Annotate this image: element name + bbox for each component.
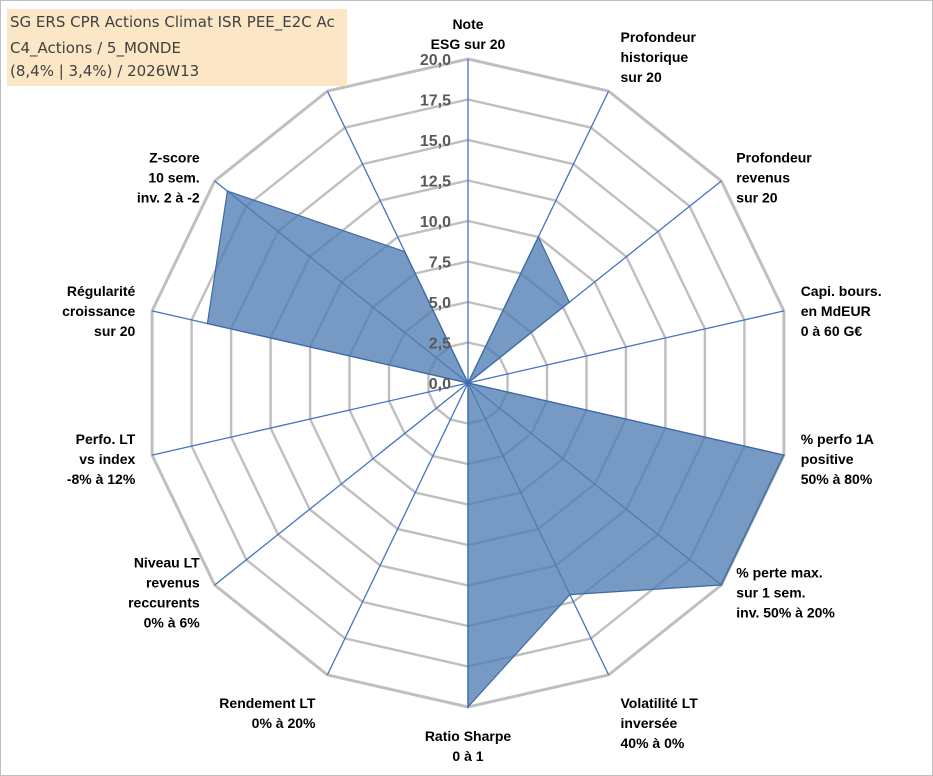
spoke-9 <box>214 382 469 586</box>
tick-label-4: 10,0 <box>420 214 451 231</box>
category-label-4: % perfo 1A positive 50% à 80% <box>801 431 874 487</box>
category-label-6: Volatilité LT inversée 40% à 0% <box>621 695 699 751</box>
category-label-3: Capi. bours. en MdEUR 0 à 60 G€ <box>801 283 882 339</box>
tick-label-1: 2,5 <box>429 336 451 353</box>
radar-category-labels: Note ESG sur 20 Profondeur historique sur 20… <box>62 16 881 764</box>
tick-label-0: 0,0 <box>429 376 451 393</box>
series-point-4 <box>783 454 785 456</box>
category-label-4-line-0: % perfo 1A <box>801 431 874 447</box>
category-label-11-line-0: Régularité <box>67 283 136 299</box>
category-label-8: Rendement LT 0% à 20% <box>219 695 316 731</box>
category-label-11-line-2: sur 20 <box>94 323 135 339</box>
category-label-6-line-0: Volatilité LT <box>621 695 699 711</box>
category-label-5-line-1: sur 1 sem. <box>736 585 805 601</box>
tick-label-2: 5,0 <box>429 295 451 312</box>
series-point-13 <box>403 250 406 253</box>
series-point-12 <box>226 190 229 192</box>
category-label-5-line-0: % perte max. <box>736 565 822 581</box>
category-label-12-line-2: inv. 2 à -2 <box>137 189 200 205</box>
category-label-3-line-0: Capi. bours. <box>801 283 882 299</box>
category-label-2: Profondeur revenus sur 20 <box>736 149 812 205</box>
category-label-10: Perfo. LT vs index -8% à 12% <box>67 431 136 487</box>
category-label-1-line-2: sur 20 <box>621 69 662 85</box>
category-label-9-line-2: reccurents <box>128 595 200 611</box>
category-label-9-line-3: 0% à 6% <box>144 615 201 631</box>
category-label-11-line-1: croissance <box>62 303 135 319</box>
category-label-1-line-1: historique <box>621 49 689 65</box>
category-label-1: Profondeur historique sur 20 <box>621 29 697 85</box>
category-label-12-line-1: 10 sem. <box>148 169 199 185</box>
category-label-4-line-2: 50% à 80% <box>801 471 873 487</box>
spoke-8 <box>326 382 469 676</box>
category-label-7: Ratio Sharpe 0 à 1 <box>425 728 512 764</box>
category-label-5: % perte max. sur 1 sem. inv. 50% à 20% <box>736 565 835 621</box>
chart-title-box: SG ERS CPR Actions Climat ISR PEE_E2C Ac… <box>7 9 347 86</box>
chart-title-line-3: (8,4% | 3,4%) / 2026W13 <box>10 62 200 80</box>
tick-label-5: 12,5 <box>420 174 451 191</box>
category-label-0-line-1: ESG sur 20 <box>431 36 506 52</box>
radar-tick-labels: 0,0 2,5 5,0 7,5 10,0 12,5 15,0 17,5 20,0 <box>420 52 451 393</box>
category-label-4-line-1: positive <box>801 451 854 467</box>
series-point-6 <box>569 593 571 596</box>
category-label-2-line-1: revenus <box>736 169 790 185</box>
tick-label-8: 20,0 <box>420 52 451 69</box>
category-label-0: Note ESG sur 20 <box>431 16 506 52</box>
category-label-3-line-1: en MdEUR <box>801 303 871 319</box>
spoke-3 <box>467 310 785 384</box>
category-label-10-line-0: Perfo. LT <box>76 431 136 447</box>
radar-series <box>206 190 785 709</box>
category-label-9-line-1: revenus <box>146 575 200 591</box>
tick-label-3: 7,5 <box>429 255 451 272</box>
category-label-6-line-1: inversée <box>621 715 678 731</box>
category-label-3-line-2: 0 à 60 G€ <box>801 323 863 339</box>
category-label-12-line-0: Z-score <box>149 149 200 165</box>
category-label-10-line-1: vs index <box>79 451 135 467</box>
category-label-11: Régularité croissance sur 20 <box>62 283 135 339</box>
category-label-7-line-1: 0 à 1 <box>452 748 483 764</box>
category-label-0-line-0: Note <box>452 16 483 32</box>
series-point-5 <box>720 584 723 586</box>
category-label-8-line-0: Rendement LT <box>219 695 316 711</box>
series-point-2 <box>568 301 571 304</box>
category-label-6-line-2: 40% à 0% <box>621 735 685 751</box>
category-label-1-line-0: Profondeur <box>621 29 697 45</box>
series-point-11 <box>206 322 209 325</box>
category-label-10-line-2: -8% à 12% <box>67 471 136 487</box>
series-point-1 <box>537 236 540 238</box>
spoke-10 <box>151 382 469 456</box>
series-point-10 <box>467 382 469 384</box>
chart-title-line-1: SG ERS CPR Actions Climat ISR PEE_E2C Ac <box>10 13 335 31</box>
category-label-9-line-0: Niveau LT <box>134 555 200 571</box>
category-label-7-line-0: Ratio Sharpe <box>425 728 512 744</box>
category-label-2-line-0: Profondeur <box>736 149 812 165</box>
category-label-2-line-2: sur 20 <box>736 189 777 205</box>
tick-label-7: 17,5 <box>420 93 451 110</box>
category-label-8-line-1: 0% à 20% <box>252 715 316 731</box>
category-label-9: Niveau LT revenus reccurents 0% à 6% <box>128 555 200 631</box>
tick-label-6: 15,0 <box>420 133 451 150</box>
series-point-7 <box>467 706 469 708</box>
chart-title-line-2: C4_Actions / 5_MONDE <box>10 39 181 57</box>
category-label-5-line-2: inv. 50% à 20% <box>736 605 835 621</box>
category-label-12: Z-score 10 sem. inv. 2 à -2 <box>137 149 200 205</box>
